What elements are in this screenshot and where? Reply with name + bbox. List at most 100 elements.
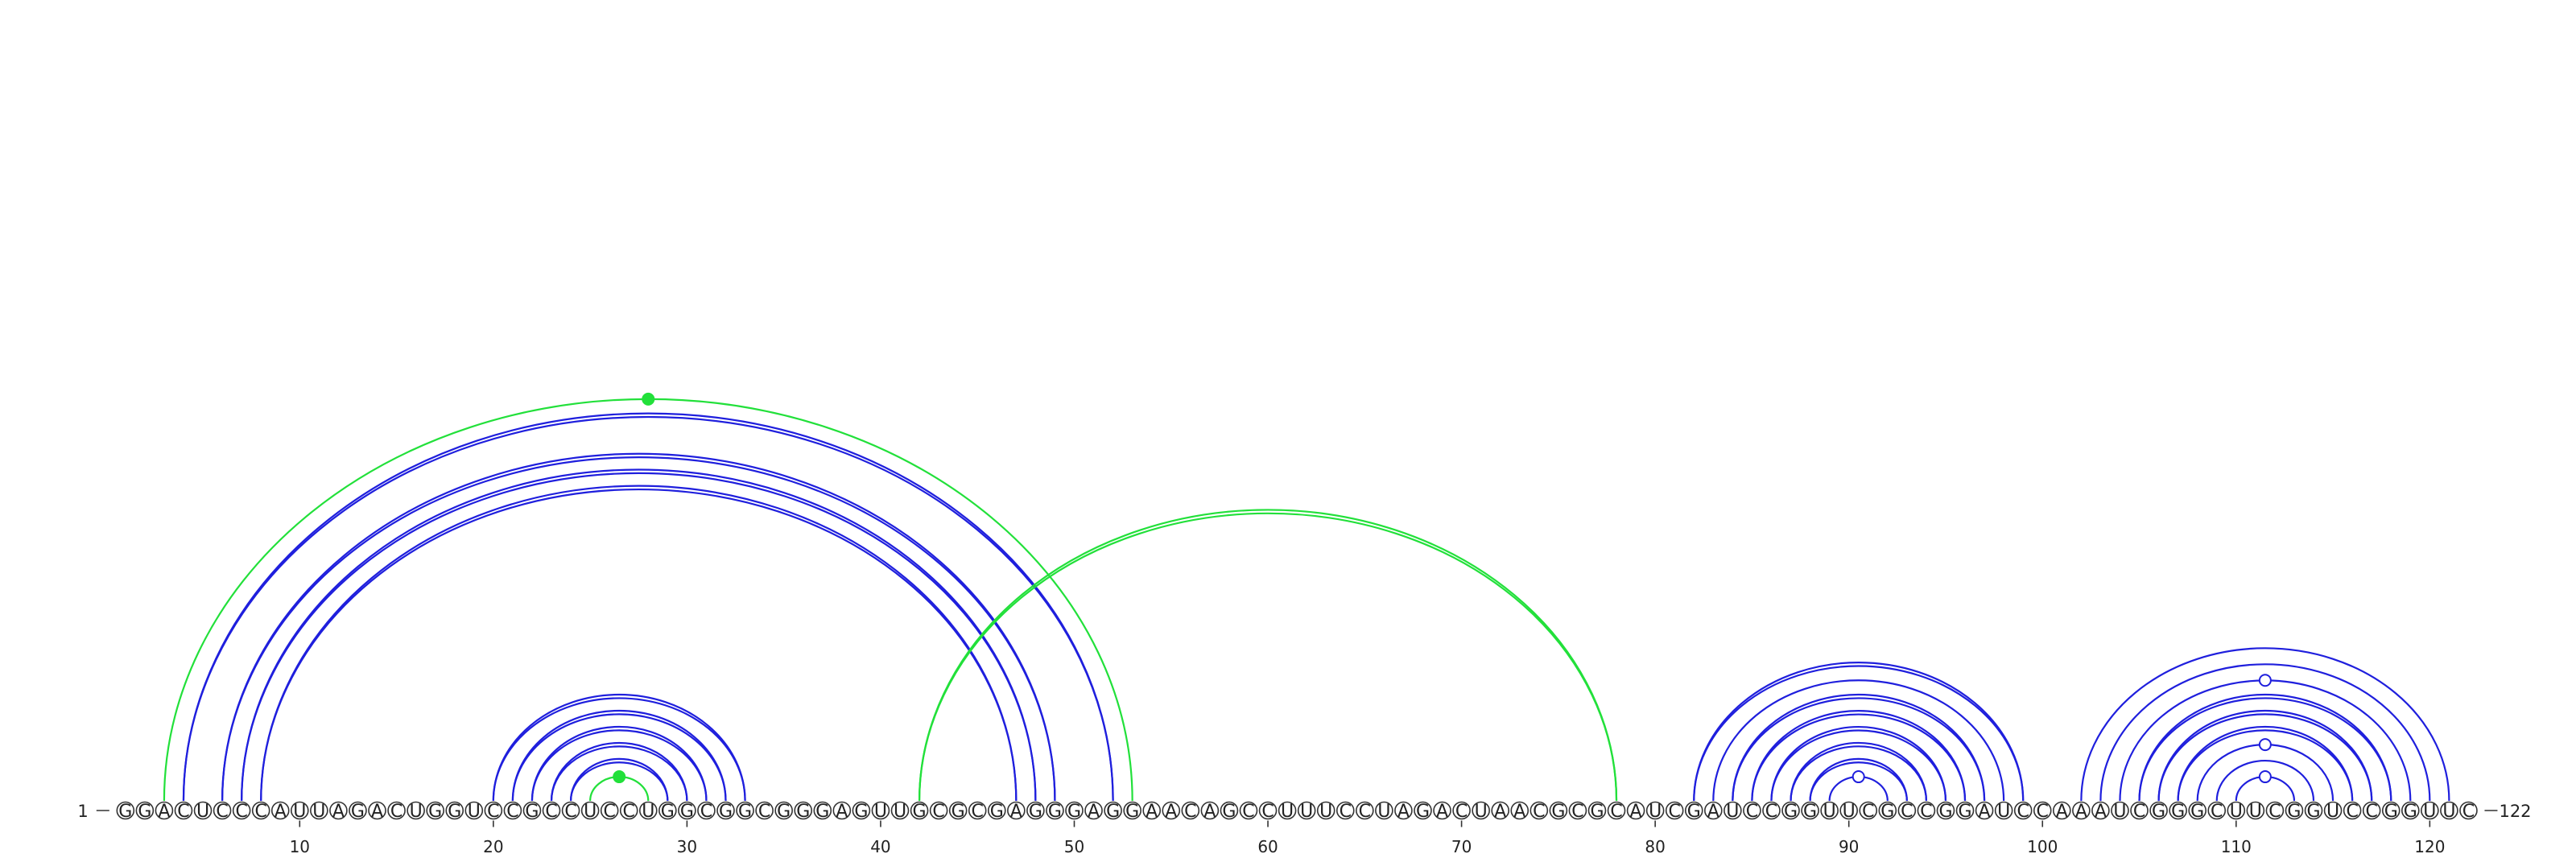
nucleotide-117-circle xyxy=(2362,801,2381,820)
nucleotide-65-letter: C xyxy=(1359,802,1371,822)
nucleotide-102-circle xyxy=(2072,801,2091,820)
arc-84-97-strand-1 xyxy=(1732,697,1986,802)
nucleotide-100-letter: C xyxy=(2037,802,2049,822)
loop-marker-25-28 xyxy=(613,770,626,784)
arc-23-30-strand-2 xyxy=(550,741,688,802)
nucleotide-85-circle xyxy=(1743,801,1761,820)
end-position-label: 122 xyxy=(2499,802,2531,821)
nucleotide-40-letter: U xyxy=(874,802,887,822)
arc-7-48-strand-2 xyxy=(241,468,1037,802)
nucleotide-13-circle xyxy=(349,801,367,820)
nucleotide-4-letter: C xyxy=(177,802,189,822)
tick-label-30: 30 xyxy=(677,837,697,856)
arc-103-120 xyxy=(2099,663,2431,802)
nucleotide-38-circle xyxy=(832,801,852,820)
nucleotide-40-circle xyxy=(871,801,890,820)
nucleotide-11-letter: U xyxy=(312,802,325,822)
nucleotide-7-circle xyxy=(232,801,251,820)
nucleotide-111-circle xyxy=(2246,801,2265,820)
tick-label-70: 70 xyxy=(1451,837,1472,856)
nucleotide-8-letter: C xyxy=(254,802,266,822)
nucleotide-61-letter: U xyxy=(1281,802,1294,822)
nucleotide-28-circle xyxy=(638,801,658,820)
arc-85-96-strand-2 xyxy=(1751,710,1967,802)
nucleotide-77-letter: G xyxy=(1590,802,1604,822)
loop-marker-108-115 xyxy=(2258,738,2272,752)
nucleotide-48-circle xyxy=(1026,801,1045,820)
arc-109-114 xyxy=(2215,760,2315,802)
nucleotide-121-circle xyxy=(2440,801,2458,820)
nucleotide-65-circle xyxy=(1356,801,1374,820)
arc-24-29-strand-1 xyxy=(569,761,669,802)
arc-106-117-strand-1 xyxy=(2157,713,2373,802)
nucleotide-27-letter: C xyxy=(623,802,635,822)
arc-86-95-strand-1 xyxy=(1770,729,1947,802)
nucleotide-79-letter: A xyxy=(1630,802,1642,822)
nucleotide-106-circle xyxy=(2149,801,2168,820)
nucleotide-60-letter: C xyxy=(1261,802,1274,822)
nucleotide-9-circle xyxy=(270,801,290,820)
nucleotide-33-circle xyxy=(736,801,754,820)
nucleotide-19-letter: U xyxy=(468,802,481,822)
nucleotide-6-letter: C xyxy=(216,802,228,822)
nucleotide-104-letter: U xyxy=(2113,802,2126,822)
nucleotide-92-circle xyxy=(1878,801,1897,820)
nucleotide-20-circle xyxy=(484,801,503,820)
nucleotide-115-letter: U xyxy=(2326,802,2339,822)
nucleotide-75-circle xyxy=(1549,801,1568,820)
arc-83-98 xyxy=(1712,679,2005,802)
nucleotide-30-circle xyxy=(678,801,696,820)
nucleotide-20-letter: C xyxy=(487,802,499,822)
nucleotide-105-letter: C xyxy=(2133,802,2145,822)
nucleotide-44-circle xyxy=(948,801,968,820)
nucleotide-115-circle xyxy=(2323,801,2343,820)
nucleotide-49-circle xyxy=(1046,801,1064,820)
nucleotide-53-circle xyxy=(1123,801,1141,820)
nucleotide-120-circle xyxy=(2421,801,2439,820)
nucleotide-80-circle xyxy=(1645,801,1665,820)
nucleotide-54-circle xyxy=(1142,801,1162,820)
nucleotide-30-letter: G xyxy=(680,802,694,822)
arc-82-99-strand-1 xyxy=(1693,665,2025,802)
arc-20-33-strand-2 xyxy=(492,693,746,802)
nucleotide-62-letter: U xyxy=(1300,802,1313,822)
nucleotide-63-circle xyxy=(1316,801,1335,820)
arc-21-32-strand-1 xyxy=(511,713,727,802)
nucleotide-12-circle xyxy=(329,801,348,820)
nucleotide-23-letter: C xyxy=(545,802,557,822)
nucleotide-113-circle xyxy=(2285,801,2304,820)
nucleotide-52-letter: G xyxy=(1106,802,1120,822)
nucleotide-39-circle xyxy=(852,801,871,820)
nucleotide-26-circle xyxy=(600,801,619,820)
nucleotide-12-letter: A xyxy=(332,802,345,822)
nucleotide-53-letter: G xyxy=(1125,802,1139,822)
arc-24-29-strand-2 xyxy=(569,757,669,802)
nucleotide-49-letter: G xyxy=(1048,802,1062,822)
nucleotide-78-letter: C xyxy=(1610,802,1622,822)
nucleotide-3-letter: A xyxy=(158,802,170,822)
nucleotide-18-letter: G xyxy=(448,802,461,822)
tick-label-90: 90 xyxy=(1839,837,1859,856)
nucleotide-113-letter: G xyxy=(2287,802,2301,822)
nucleotide-119-letter: G xyxy=(2404,802,2417,822)
nucleotide-79-circle xyxy=(1626,801,1645,820)
position-ticks: 10 20 30 40 50 60 70 80 90 100 110 120 xyxy=(290,820,2445,856)
nucleotide-76-circle xyxy=(1568,801,1587,820)
nucleotide-89-circle xyxy=(1820,801,1839,820)
arc-22-31-strand-1 xyxy=(530,729,708,802)
nucleotide-55-circle xyxy=(1162,801,1181,820)
nucleotide-100-circle xyxy=(2033,801,2052,820)
nucleotide-122-letter: C xyxy=(2462,802,2475,822)
tick-label-110: 110 xyxy=(2221,837,2252,856)
nucleotide-87-circle xyxy=(1781,801,1800,820)
nucleotide-24-circle xyxy=(561,801,580,820)
nucleotide-39-letter: G xyxy=(854,802,868,822)
nucleotide-68-letter: G xyxy=(1416,802,1430,822)
arc-3-53 xyxy=(163,398,1133,802)
nucleotide-28-letter: U xyxy=(642,802,654,822)
nucleotide-94-letter: C xyxy=(1920,802,1932,822)
nucleotide-58-letter: G xyxy=(1222,802,1236,822)
nucleotide-73-circle xyxy=(1510,801,1530,820)
nucleotide-67-letter: A xyxy=(1397,802,1410,822)
nucleotide-92-letter: G xyxy=(1880,802,1894,822)
